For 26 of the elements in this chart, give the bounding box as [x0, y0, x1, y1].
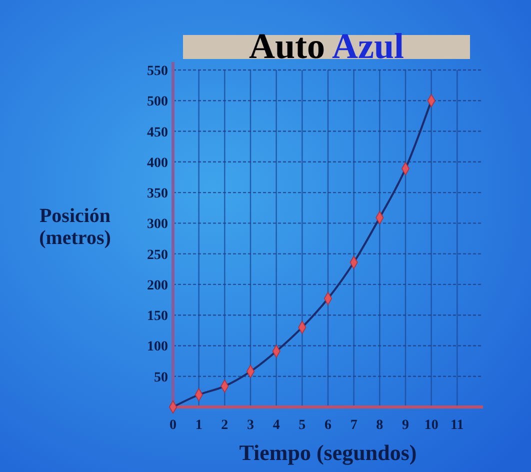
x-tick-label: 3: [247, 418, 254, 433]
y-tick-label: 250: [147, 248, 168, 263]
y-tick-label: 550: [147, 64, 168, 79]
x-axis-title: Tiempo (segundos): [239, 440, 417, 465]
x-tick-label: 8: [376, 418, 384, 433]
x-tick-label: 1: [195, 418, 202, 433]
y-tick-label: 300: [147, 217, 168, 232]
x-tick-label: 9: [402, 418, 409, 433]
x-tick-label: 0: [170, 418, 176, 433]
x-tick-label: 2: [221, 418, 228, 433]
y-tick-label: 150: [147, 309, 168, 324]
chart-title: Auto Azul: [248, 26, 404, 66]
x-tick-label: 10: [424, 418, 438, 433]
y-tick-label: 350: [147, 186, 168, 202]
y-tick-label: 450: [147, 125, 168, 140]
x-tick-label: 11: [450, 418, 464, 433]
y-tick-label: 400: [147, 156, 168, 171]
x-tick-label: 4: [272, 418, 280, 433]
y-tick-label: 500: [147, 94, 168, 110]
x-tick-label: 5: [298, 418, 306, 433]
y-tick-label: 50: [154, 370, 168, 386]
y-tick-label: 100: [147, 340, 168, 355]
x-tick-label: 7: [350, 418, 358, 433]
y-axis-title: Posición (metros): [39, 205, 111, 249]
x-tick-label: 6: [324, 418, 332, 433]
y-tick-label: 200: [147, 278, 168, 294]
